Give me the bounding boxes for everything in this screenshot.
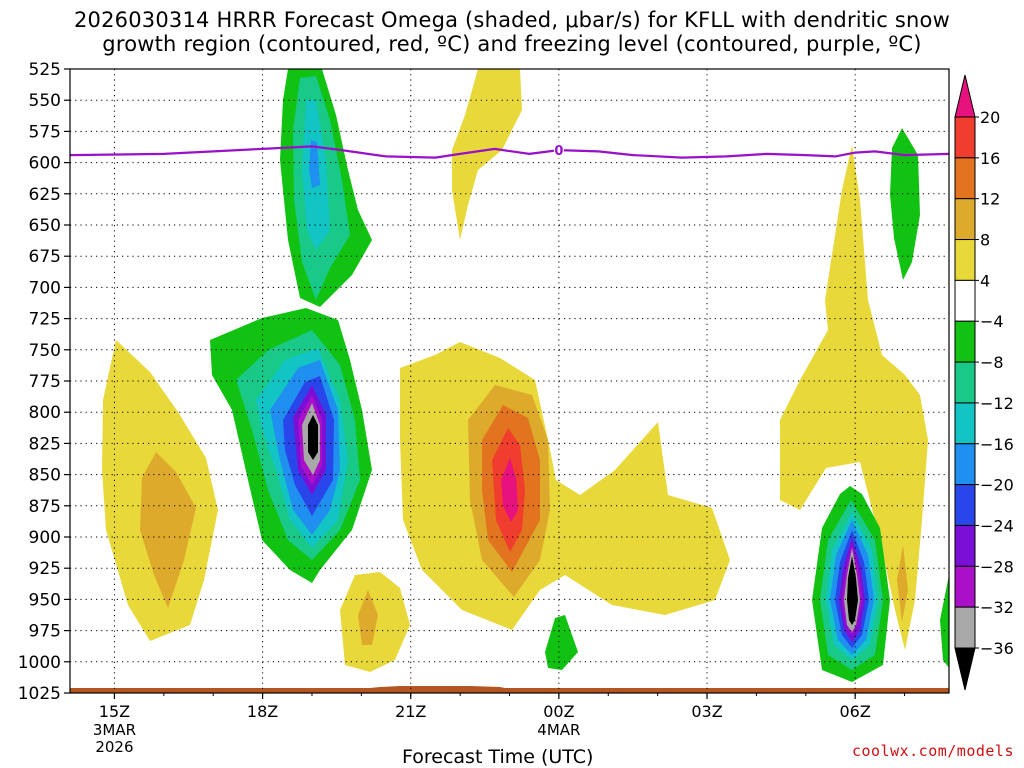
colorbar-label: 4: [980, 271, 990, 290]
x-tick-label: 06Z: [840, 702, 871, 721]
chart-title: 2026030314 HRRR Forecast Omega (shaded, …: [0, 8, 1024, 56]
omega-right-descent-plume: [780, 145, 928, 650]
colorbar-swatch: [954, 198, 976, 241]
x-tick-label: 03Z: [691, 702, 722, 721]
omega-shaded-field: [70, 69, 949, 693]
colorbar-swatch: [954, 606, 976, 649]
omega-upper-weak-descent: [452, 69, 522, 240]
x-tick-label: 15Z: [99, 702, 130, 721]
x-tick-sublabel: 4MAR: [537, 721, 580, 739]
y-tick-label: 750: [29, 341, 61, 361]
freezing-level-label-bg: [553, 142, 564, 159]
colorbar-swatch: [954, 320, 976, 363]
colorbar-swatch: [954, 484, 976, 526]
freezing-level-label: 0: [554, 144, 563, 159]
colorbar-label: 8: [980, 231, 990, 250]
colorbar-swatch: [954, 524, 976, 567]
x-axis-label: Forecast Time (UTC): [402, 746, 594, 768]
watermark: coolwx.com/models: [851, 742, 1014, 760]
colorbar-swatch: [954, 157, 976, 200]
y-tick-label: 550: [29, 91, 61, 111]
omega-right-low-ascent-core: [812, 486, 890, 682]
y-tick-label: 700: [29, 278, 61, 298]
terrain-strip: [70, 686, 949, 693]
y-tick-label: 650: [29, 216, 61, 236]
y-tick-label: 675: [29, 247, 61, 267]
y-tick-label: 800: [29, 403, 61, 423]
x-tick-label: 00Z: [543, 702, 574, 721]
colorbar-label: 12: [980, 190, 1000, 209]
y-tick-label: 975: [29, 622, 61, 642]
gridlines: [70, 69, 949, 693]
y-tick-label: 775: [29, 372, 61, 392]
colorbar-swatch: [954, 565, 976, 608]
colorbar: 20 16 12 8 4 −4 −8 −12 −16 −20 −24 −28 −32 −36: [954, 74, 1014, 691]
colorbar-swatch: [954, 443, 976, 486]
y-tick-label: 525: [29, 60, 61, 80]
x-tick-label: 18Z: [247, 702, 278, 721]
colorbar-swatch: [954, 116, 976, 159]
colorbar-top-triangle: [954, 74, 976, 118]
colorbar-label: 20: [980, 108, 1000, 127]
y-tick-label: 1025: [18, 684, 61, 704]
colorbar-label: 16: [980, 149, 1000, 168]
y-tick-label: 825: [29, 434, 61, 454]
colorbar-swatch: [954, 402, 976, 445]
omega-low-level-small-descent: [340, 572, 410, 672]
colorbar-label: −16: [980, 435, 1014, 454]
y-tick-label: 875: [29, 497, 61, 517]
omega-upper-left-ascent-column: [280, 69, 372, 307]
y-tick-label: 575: [29, 122, 61, 142]
omega-lower-left-ascent-core: [210, 308, 372, 583]
x-tick-sublabel: 2026: [95, 738, 133, 756]
y-axis: 525 550 575 600 625 650 675 700 725 750 775 800 825 8…: [18, 60, 70, 704]
y-tick-label: 925: [29, 559, 61, 579]
y-tick-label: 600: [29, 154, 61, 174]
colorbar-label: −4: [980, 312, 1004, 331]
y-tick-label: 625: [29, 185, 61, 205]
x-tick-sublabel: 3MAR: [93, 721, 136, 739]
colorbar-swatch: [954, 239, 976, 281]
omega-midday-descent-core: [400, 342, 730, 630]
colorbar-label: −28: [980, 557, 1014, 576]
y-tick-label: 950: [29, 590, 61, 610]
colorbar-bottom-triangle: [954, 647, 976, 691]
omega-right-edge-ascent: [940, 575, 949, 668]
y-tick-label: 850: [29, 466, 61, 486]
omega-early-weak-descent: [102, 340, 218, 641]
freezing-level-line: [69, 145, 950, 159]
colorbar-swatch: [954, 361, 976, 404]
y-tick-label: 725: [29, 310, 61, 330]
x-tick-label: 21Z: [395, 702, 426, 721]
y-tick-label: 1000: [18, 653, 61, 673]
chart-title-line-2: growth region (contoured, red, ºC) and f…: [102, 32, 922, 56]
colorbar-label: −32: [980, 598, 1014, 617]
colorbar-swatch: [954, 279, 976, 322]
colorbar-label: −12: [980, 394, 1014, 413]
colorbar-label: −36: [980, 639, 1014, 658]
y-tick-label: 900: [29, 528, 61, 548]
chart-title-line-1: 2026030314 HRRR Forecast Omega (shaded, …: [74, 8, 950, 32]
omega-right-upper-ascent: [890, 128, 920, 280]
colorbar-label: −20: [980, 476, 1014, 495]
colorbar-label: −24: [980, 516, 1014, 535]
omega-small-low-ascent: [545, 615, 578, 670]
colorbar-label: −8: [980, 353, 1004, 372]
freezing-level-contour: 0: [69, 142, 950, 159]
